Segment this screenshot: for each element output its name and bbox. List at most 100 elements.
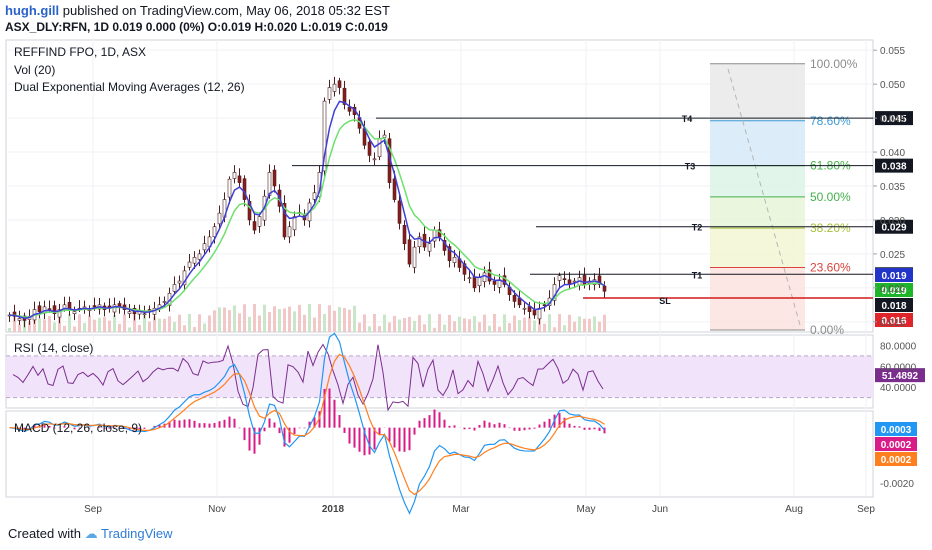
candle-body [252,221,257,231]
y-tick-label: 0.020 [880,284,905,295]
volume-bar [73,326,76,332]
rsi-band [6,355,873,398]
volume-bar [488,325,491,332]
candle-body [177,280,182,284]
fib-band [710,120,805,166]
author-link[interactable]: hugh.gill [5,3,60,18]
volume-bar [48,315,51,332]
macd-hist-bar [563,417,566,428]
volume-bar [398,319,401,332]
candle-body [292,216,297,231]
level-tag-bg [875,158,913,173]
macd-tick-label: -0.0020 [880,479,914,490]
volume-bar [298,304,301,332]
macd-hist-bar [303,427,306,429]
candle-body [247,201,252,221]
footer-brand[interactable]: TradingView [101,526,173,541]
volume-bar [13,314,16,332]
candle-body [72,311,77,314]
macd-hist-bar [298,427,301,429]
macd-hist-bar [408,427,411,451]
candle-body [227,178,232,198]
macd-hist-bar [188,419,191,428]
volume-bar [558,314,561,332]
macd-hist-bar [23,427,26,430]
macd-hist-bar [578,426,581,428]
candle-body [327,87,332,100]
x-tick-label: Sep [84,504,102,515]
y-tick-label: 0.015 [880,318,905,329]
macd-hist-bar [273,422,276,428]
macd-hist-bar [238,427,241,429]
volume-bar [418,315,421,332]
macd-hist-bar [378,427,381,436]
candle-body [162,301,167,303]
volume-bar [413,320,416,332]
candle-body [512,295,517,302]
candle-body [372,158,377,161]
macd-hist-bar [428,415,431,428]
macd-hist-bar [138,427,141,429]
macd-hist-bar [48,425,51,428]
macd-hist-bar [153,425,156,428]
candle-body [562,278,567,281]
target-level-label: T1 [692,270,703,280]
macd-hist-bar [513,427,516,431]
volume-bar [88,315,91,332]
volume-bar [93,319,96,332]
macd-hist-bar [178,420,181,428]
volume-bar [528,317,531,332]
volume-bar [83,322,86,332]
volume-bar [373,314,376,332]
fib-band [710,228,805,268]
macd-hist-bar [213,423,216,428]
y-tick-label: 0.055 [880,46,905,57]
rsi-tick-label: 60.0000 [880,362,917,373]
level-tag: 0.038 [881,162,906,173]
candle-body [472,276,477,289]
volume-bar [268,312,271,332]
y-tick-label: 0.040 [880,148,905,159]
macd-hist-bar [593,427,596,430]
y-tick-label: 0.035 [880,182,905,193]
volume-bar [153,316,156,332]
macd-hist-bar [493,424,496,428]
macd-pane [5,410,874,498]
volume-bar [393,315,396,332]
candle-body [407,239,412,265]
macd-hist-bar [88,427,91,429]
volume-bar [563,325,566,332]
candle-body [492,280,497,285]
candle-body [37,305,42,312]
volume-bar [383,314,386,332]
macd-hist-bar [443,419,446,428]
volume-bar [543,323,546,332]
volume-bar [468,319,471,332]
volume-bar [353,305,356,332]
candle-body [542,304,547,306]
volume-bar [103,317,106,332]
price-tag-bg [875,298,913,312]
legend-volume: Vol (20) [14,63,55,77]
volume-bar [218,307,221,332]
macd-hist-bar [258,427,261,445]
volume-bar [238,313,241,332]
volume-bar [213,310,216,332]
price-tag: 0.018 [881,301,906,312]
volume-bar [458,316,461,332]
candle-body [202,243,207,251]
candle-body [572,280,577,283]
candle-body [312,192,317,200]
macd-hist-bar [418,420,421,428]
price-tag: 0.016 [881,316,906,327]
volume-bar [548,314,551,332]
volume-bar [198,314,201,332]
rsi-line [12,343,604,412]
macd-hist-bar [358,427,361,452]
macd-hist-bar [198,423,201,428]
macd-hist-bar [243,427,246,441]
volume-bar [278,309,281,332]
fib-level-label: 23.60% [810,260,851,274]
fib-level-label: 38.20% [810,221,851,235]
